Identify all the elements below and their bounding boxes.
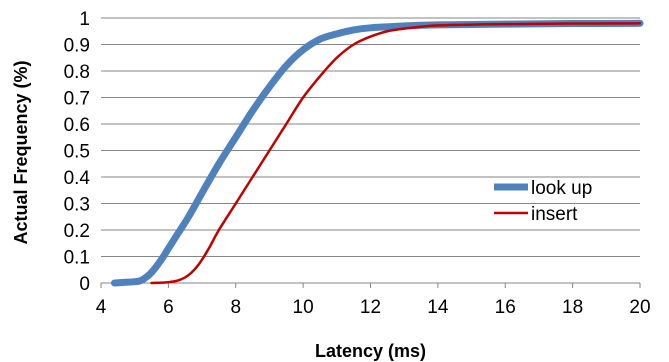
x-tick-label: 14: [427, 297, 449, 318]
y-tick-label: 0.5: [64, 142, 90, 163]
x-tick-label: 12: [360, 297, 381, 318]
x-tick-labels: 4 6 8 10 12 14 16 18 20: [96, 283, 651, 318]
x-tick-label: 8: [230, 297, 241, 318]
x-tick-label: 4: [96, 297, 107, 318]
y-tick-label: 0.1: [64, 248, 90, 269]
y-tick-label: 0.7: [64, 89, 90, 110]
y-tick-label: 0.2: [64, 221, 90, 242]
y-tick-label: 0: [79, 274, 90, 295]
series-line-look-up: [110, 19, 644, 287]
x-tick-label: 18: [562, 297, 583, 318]
x-axis-title: Latency (ms): [315, 341, 426, 361]
y-tick-label: 0.4: [64, 168, 91, 189]
gridlines: [101, 17, 640, 257]
legend: look up insert: [494, 178, 592, 225]
legend-label-look-up: look up: [531, 178, 592, 199]
y-tick-label: 0.3: [64, 195, 90, 216]
y-tick-label: 1: [79, 9, 90, 30]
data-series: [110, 19, 644, 287]
x-tick-label: 10: [293, 297, 314, 318]
y-tick-labels: 0 0.1 0.2 0.3 0.4 0.5 0.6 0.7 0.8 0.9 1: [64, 9, 91, 295]
x-tick-label: 16: [495, 297, 516, 318]
y-axis-title: Actual Frequency (%): [11, 60, 31, 244]
y-tick-label: 0.9: [64, 36, 90, 57]
x-tick-label: 6: [163, 297, 174, 318]
x-tick-label: 20: [629, 297, 650, 318]
y-tick-label: 0.6: [64, 115, 90, 136]
series-line-insert: [150, 22, 642, 285]
y-tick-label: 0.8: [64, 62, 90, 83]
legend-label-insert: insert: [531, 204, 578, 225]
